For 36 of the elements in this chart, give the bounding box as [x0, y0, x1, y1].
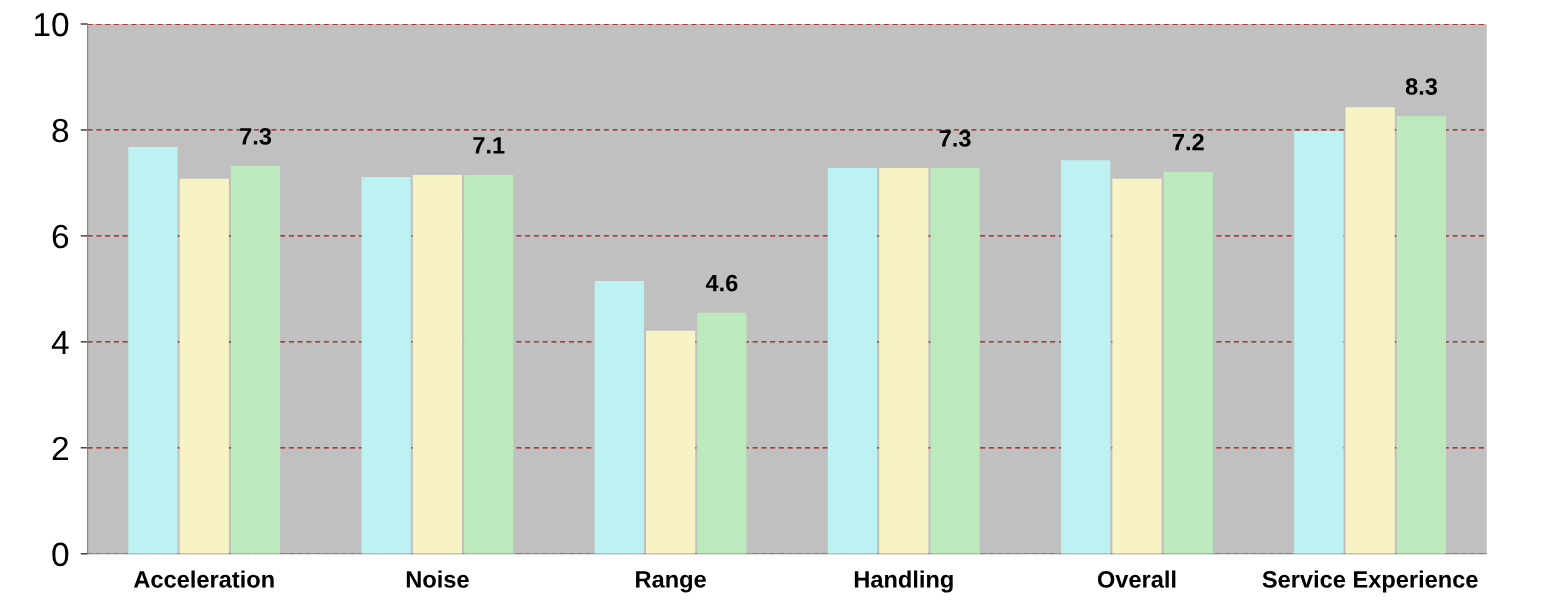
bar — [827, 168, 878, 554]
data-label: 7.1 — [473, 137, 505, 154]
bar — [361, 177, 411, 554]
bar — [879, 168, 929, 554]
x-tick-label: Handling — [854, 570, 953, 593]
y-tick-label: 6 — [52, 224, 69, 249]
bar — [645, 330, 696, 554]
bar — [1396, 116, 1447, 554]
data-label: 7.3 — [240, 127, 272, 145]
data-label: 7.2 — [1172, 133, 1204, 151]
bar — [930, 168, 980, 554]
x-tick-label: Acceleration — [133, 570, 274, 588]
x-tick-label: Service Experience — [1262, 570, 1478, 593]
x-tick-label: Range — [636, 571, 706, 593]
bar — [1345, 107, 1395, 554]
y-tick-label: 0 — [52, 542, 69, 567]
data-label: 8.3 — [1405, 78, 1438, 95]
data-label: 4.6 — [705, 274, 738, 292]
bar — [594, 280, 644, 554]
data-label: 7.3 — [939, 130, 971, 147]
y-tick-label: 4 — [51, 331, 69, 354]
bar — [697, 312, 747, 554]
y-tick-label: 8 — [52, 118, 69, 143]
y-tick-label: 2 — [52, 436, 68, 460]
bar — [464, 174, 514, 554]
bar — [412, 174, 463, 554]
bar — [230, 165, 281, 554]
bar — [128, 146, 178, 554]
bar — [1112, 178, 1162, 554]
bar — [1163, 171, 1213, 554]
x-tick-label: Overall — [1097, 570, 1176, 588]
y-tick-label: 10 — [35, 12, 69, 37]
bar — [1294, 131, 1344, 554]
bar — [1061, 160, 1111, 554]
bar — [179, 178, 229, 554]
x-tick-label: Noise — [406, 570, 469, 588]
